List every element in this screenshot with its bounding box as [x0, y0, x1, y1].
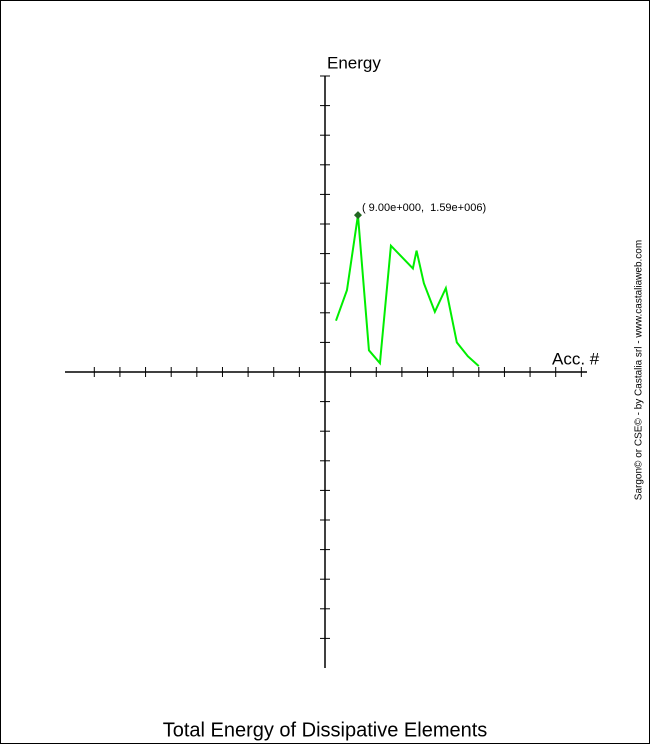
data-line: [335, 214, 480, 367]
chart-title: Total Energy of Dissipative Elements: [163, 719, 488, 741]
highlight-marker: [353, 211, 362, 220]
x-axis-label: Acc. #: [552, 349, 600, 368]
credit: Sargon© or CSE© - by Castalia srl - www.…: [634, 240, 645, 500]
annotation: ( 9.00e+000, 1.59e+006): [362, 202, 486, 214]
y-axis-label: Energy: [327, 53, 381, 72]
